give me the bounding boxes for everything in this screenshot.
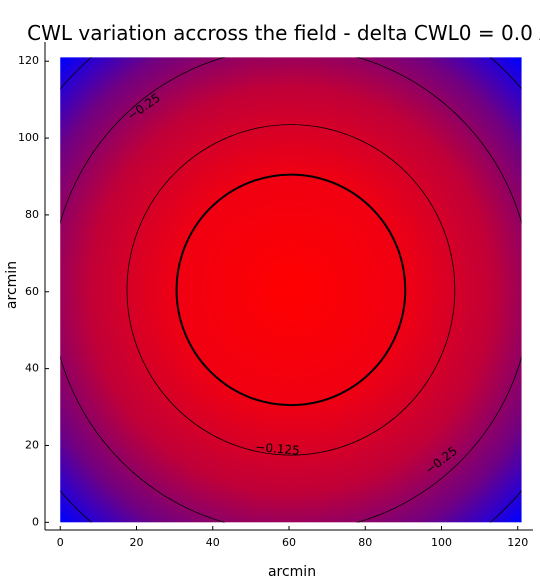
x-axis-ticks: 0 20 40 60 80 100 120 (57, 526, 528, 549)
x-axis-label: arcmin (268, 564, 316, 580)
heatmap-field (60, 57, 522, 523)
x-tick-label: 20 (130, 536, 144, 549)
y-tick-label: 40 (25, 362, 39, 375)
y-tick-label: 80 (25, 208, 39, 221)
contour-line-2 (126, 124, 456, 456)
x-tick-label: 0 (57, 536, 64, 549)
x-tick-label: 60 (282, 536, 296, 549)
contour-line-1 (175, 173, 407, 407)
x-tick-label: 80 (358, 536, 372, 549)
y-tick-label: 100 (18, 131, 39, 144)
y-axis-ticks: 0 20 40 60 80 100 120 (18, 54, 49, 528)
y-tick-label: 0 (32, 515, 39, 528)
y-tick-label: 60 (25, 285, 39, 298)
x-tick-label: 40 (206, 536, 220, 549)
x-tick-label: 120 (507, 536, 528, 549)
y-tick-label: 20 (25, 438, 39, 451)
y-tick-label: 120 (18, 54, 39, 67)
y-axis-label: arcmin (4, 261, 20, 309)
x-tick-label: 100 (431, 536, 452, 549)
contour-label-2: −0.125 (255, 440, 300, 458)
chart-title: CWL variation accross the field - delta … (27, 21, 540, 45)
